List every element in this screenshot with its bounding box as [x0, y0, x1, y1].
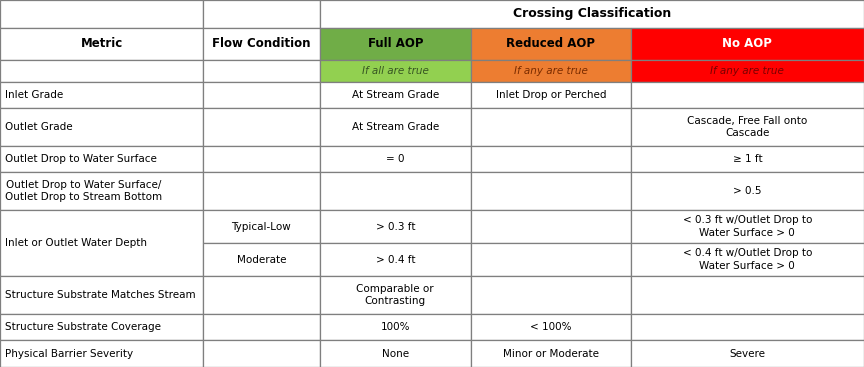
Bar: [631, 28, 864, 59]
Bar: [320, 108, 471, 146]
Bar: [631, 276, 864, 314]
Bar: [471, 146, 631, 172]
Text: Inlet or Outlet Water Depth: Inlet or Outlet Water Depth: [5, 238, 147, 248]
Bar: [631, 341, 864, 367]
Bar: [0, 81, 203, 108]
Bar: [320, 0, 864, 28]
Text: Minor or Moderate: Minor or Moderate: [503, 349, 599, 359]
Text: If all are true: If all are true: [362, 66, 429, 76]
Bar: [203, 146, 320, 172]
Text: Full AOP: Full AOP: [367, 37, 423, 50]
Text: Outlet Drop to Water Surface/
Outlet Drop to Stream Bottom: Outlet Drop to Water Surface/ Outlet Dro…: [5, 180, 162, 203]
Bar: [320, 210, 471, 243]
Text: None: None: [382, 349, 409, 359]
Bar: [320, 276, 471, 314]
Text: Inlet Grade: Inlet Grade: [5, 90, 63, 100]
Bar: [0, 0, 203, 28]
Bar: [320, 341, 471, 367]
Bar: [0, 314, 203, 341]
Bar: [320, 146, 471, 172]
Bar: [203, 59, 320, 81]
Text: No AOP: No AOP: [722, 37, 772, 50]
Bar: [471, 28, 631, 59]
Text: Structure Substrate Coverage: Structure Substrate Coverage: [5, 322, 162, 332]
Bar: [631, 243, 864, 276]
Bar: [203, 28, 320, 59]
Bar: [471, 341, 631, 367]
Text: > 0.4 ft: > 0.4 ft: [376, 255, 415, 265]
Bar: [471, 172, 631, 210]
Bar: [631, 314, 864, 341]
Text: = 0: = 0: [386, 154, 404, 164]
Bar: [203, 0, 320, 28]
Text: Reduced AOP: Reduced AOP: [506, 37, 595, 50]
Bar: [471, 108, 631, 146]
Bar: [471, 314, 631, 341]
Text: At Stream Grade: At Stream Grade: [352, 122, 439, 132]
Text: Structure Substrate Matches Stream: Structure Substrate Matches Stream: [5, 290, 196, 300]
Bar: [631, 172, 864, 210]
Text: Inlet Drop or Perched: Inlet Drop or Perched: [496, 90, 606, 100]
Text: Crossing Classification: Crossing Classification: [512, 7, 671, 20]
Bar: [471, 81, 631, 108]
Bar: [0, 146, 203, 172]
Bar: [631, 210, 864, 243]
Text: 100%: 100%: [380, 322, 410, 332]
Bar: [0, 276, 203, 314]
Text: If any are true: If any are true: [514, 66, 588, 76]
Text: Cascade, Free Fall onto
Cascade: Cascade, Free Fall onto Cascade: [687, 116, 808, 138]
Bar: [0, 59, 203, 81]
Bar: [0, 28, 203, 59]
Bar: [320, 59, 471, 81]
Bar: [203, 341, 320, 367]
Text: Metric: Metric: [80, 37, 123, 50]
Bar: [0, 210, 203, 276]
Text: Flow Condition: Flow Condition: [212, 37, 311, 50]
Bar: [471, 276, 631, 314]
Bar: [203, 243, 320, 276]
Bar: [631, 59, 864, 81]
Text: Outlet Drop to Water Surface: Outlet Drop to Water Surface: [5, 154, 157, 164]
Text: < 100%: < 100%: [530, 322, 572, 332]
Bar: [203, 172, 320, 210]
Bar: [0, 172, 203, 210]
Text: Physical Barrier Severity: Physical Barrier Severity: [5, 349, 133, 359]
Bar: [320, 28, 471, 59]
Text: ≥ 1 ft: ≥ 1 ft: [733, 154, 762, 164]
Text: > 0.5: > 0.5: [734, 186, 761, 196]
Bar: [203, 81, 320, 108]
Text: At Stream Grade: At Stream Grade: [352, 90, 439, 100]
Text: Moderate: Moderate: [237, 255, 286, 265]
Bar: [203, 210, 320, 243]
Bar: [320, 314, 471, 341]
Bar: [320, 172, 471, 210]
Bar: [320, 81, 471, 108]
Text: < 0.3 ft w/Outlet Drop to
Water Surface > 0: < 0.3 ft w/Outlet Drop to Water Surface …: [683, 215, 812, 238]
Bar: [471, 243, 631, 276]
Text: > 0.3 ft: > 0.3 ft: [376, 222, 415, 232]
Bar: [631, 81, 864, 108]
Text: < 0.4 ft w/Outlet Drop to
Water Surface > 0: < 0.4 ft w/Outlet Drop to Water Surface …: [683, 248, 812, 271]
Text: Severe: Severe: [729, 349, 766, 359]
Bar: [203, 314, 320, 341]
Text: Typical-Low: Typical-Low: [232, 222, 291, 232]
Text: Comparable or
Contrasting: Comparable or Contrasting: [357, 284, 434, 306]
Bar: [320, 243, 471, 276]
Bar: [0, 108, 203, 146]
Bar: [0, 341, 203, 367]
Bar: [471, 210, 631, 243]
Text: Outlet Grade: Outlet Grade: [5, 122, 73, 132]
Bar: [631, 146, 864, 172]
Bar: [203, 108, 320, 146]
Bar: [203, 276, 320, 314]
Bar: [631, 108, 864, 146]
Bar: [471, 59, 631, 81]
Text: If any are true: If any are true: [710, 66, 785, 76]
